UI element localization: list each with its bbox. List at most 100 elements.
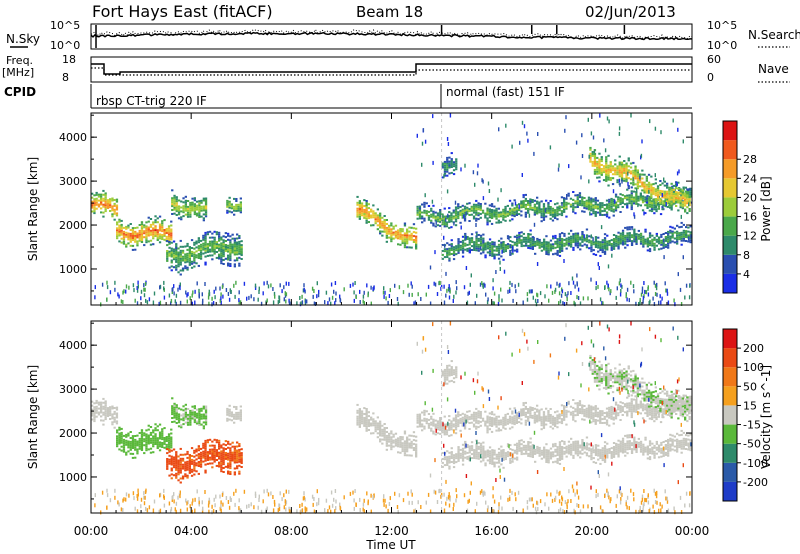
velocity-echo-cell (140, 435, 144, 438)
power-echo-cell (421, 215, 424, 218)
velocity-echo-cell (125, 433, 128, 436)
velocity-echo-cell (143, 444, 146, 447)
power-echo-cell (356, 203, 359, 206)
power-echo-cell (401, 238, 404, 241)
velocity-echo-cell (508, 417, 512, 420)
power-echo-cell (607, 184, 610, 187)
power-echo-cell (629, 170, 633, 173)
power-echo-cell (186, 209, 190, 212)
power-echo-cell (554, 215, 557, 217)
velocity-echo-cell (166, 463, 169, 466)
power-echo-cell (125, 235, 128, 238)
power-echo-cell (397, 229, 400, 232)
velocity-echo-cell (578, 410, 582, 413)
power-echo-cell (592, 212, 595, 215)
velocity-echo-cell (193, 411, 196, 414)
velocity-echo-cell (172, 458, 176, 461)
power-echo-cell (688, 198, 691, 201)
velocity-echo-cell (175, 468, 178, 471)
velocity-echo-cell (222, 449, 225, 452)
power-echo-cell (605, 179, 608, 182)
power-echo-cell (441, 164, 444, 167)
power-echo-cell (589, 158, 592, 161)
power-echo-cell (685, 234, 688, 236)
power-echo-cell (488, 212, 491, 215)
power-echo-cell (454, 210, 458, 213)
power-echo-cell (215, 251, 218, 253)
velocity-echo-cell (504, 421, 507, 424)
power-echo-cell (495, 211, 498, 214)
power-echo-cell (448, 215, 451, 217)
power-echo-cell (556, 246, 559, 248)
power-echo-cell (600, 164, 603, 166)
power-noise-cell (479, 282, 482, 287)
power-echo-cell (630, 196, 633, 199)
velocity-echo-cell (520, 414, 523, 417)
power-echo-cell (450, 245, 453, 248)
power-echo-cell (118, 226, 121, 229)
power-echo-cell (588, 241, 591, 244)
power-noise-cell (122, 290, 124, 295)
velocity-echo-cell (410, 444, 413, 447)
power-echo-cell (363, 199, 366, 202)
velocity-echo-cell (145, 447, 148, 450)
power-echo-cell (158, 241, 162, 244)
power-echo-cell (463, 217, 467, 220)
power-echo-cell (497, 211, 500, 214)
velocity-echo-cell (399, 439, 402, 442)
velocity-echo-cell (461, 420, 464, 423)
power-echo-cell (620, 175, 624, 178)
power-echo-cell (500, 245, 503, 248)
power-echo-cell (525, 244, 528, 247)
power-echo-cell (113, 202, 116, 205)
power-echo-cell (136, 226, 139, 229)
power-echo-cell (459, 206, 462, 208)
power-echo-cell (612, 202, 615, 205)
velocity-echo-cell (111, 405, 114, 408)
velocity-echo-cell (563, 409, 566, 411)
power-echo-cell (177, 211, 181, 214)
power-echo-cell (466, 212, 469, 215)
velocity-echo-cell (484, 424, 487, 427)
power-echo-cell (646, 243, 649, 246)
power-echo-cell (439, 224, 442, 227)
power-echo-cell (388, 230, 391, 233)
power-noise-cell (469, 282, 471, 287)
power-echo-cell (667, 244, 670, 247)
power-echo-cell (202, 219, 205, 222)
power-echo-cell (184, 255, 187, 258)
velocity-echo-cell (427, 413, 431, 415)
power-echo-cell (542, 211, 546, 213)
velocity-echo-cell (227, 456, 230, 459)
power-noise-cell (443, 235, 445, 240)
power-echo-cell (684, 198, 687, 201)
power-echo-cell (231, 243, 234, 246)
power-echo-cell (446, 164, 449, 167)
power-echo-cell (193, 253, 196, 256)
power-echo-cell (676, 232, 679, 235)
power-echo-cell (390, 240, 393, 243)
power-echo-cell (118, 234, 121, 237)
velocity-echo-cell (406, 442, 409, 445)
velocity-echo-cell (477, 412, 480, 415)
power-echo-cell (199, 239, 203, 242)
power-echo-cell (240, 240, 243, 243)
power-echo-cell (140, 227, 144, 230)
velocity-echo-cell (237, 411, 240, 414)
power-echo-cell (538, 244, 541, 247)
power-echo-cell (443, 164, 447, 167)
power-echo-cell (213, 230, 216, 233)
power-echo-cell (158, 233, 162, 236)
power-echo-cell (410, 234, 413, 237)
power-echo-cell (547, 209, 550, 212)
power-echo-cell (508, 219, 512, 222)
velocity-echo-cell (113, 410, 116, 413)
velocity-echo-cell (536, 408, 539, 411)
power-echo-cell (486, 217, 489, 220)
power-noise-cell (644, 289, 646, 294)
velocity-echo-cell (189, 409, 192, 412)
power-echo-cell (204, 197, 208, 200)
velocity-echo-cell (538, 415, 541, 418)
power-echo-cell (556, 240, 559, 243)
power-echo-cell (623, 169, 626, 172)
